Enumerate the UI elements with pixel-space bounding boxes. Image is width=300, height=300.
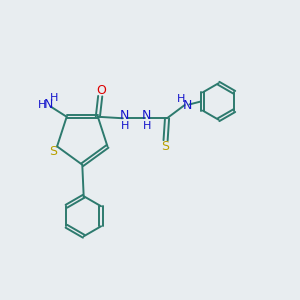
Text: S: S	[162, 140, 170, 153]
Text: N: N	[44, 98, 53, 111]
Text: H: H	[142, 121, 151, 130]
Text: H: H	[177, 94, 185, 104]
Text: O: O	[96, 84, 106, 97]
Text: H: H	[121, 121, 129, 130]
Text: N: N	[120, 110, 129, 122]
Text: N: N	[142, 110, 152, 122]
Text: N: N	[182, 98, 192, 112]
Text: S: S	[50, 145, 58, 158]
Text: H: H	[50, 93, 58, 103]
Text: H: H	[38, 100, 46, 110]
